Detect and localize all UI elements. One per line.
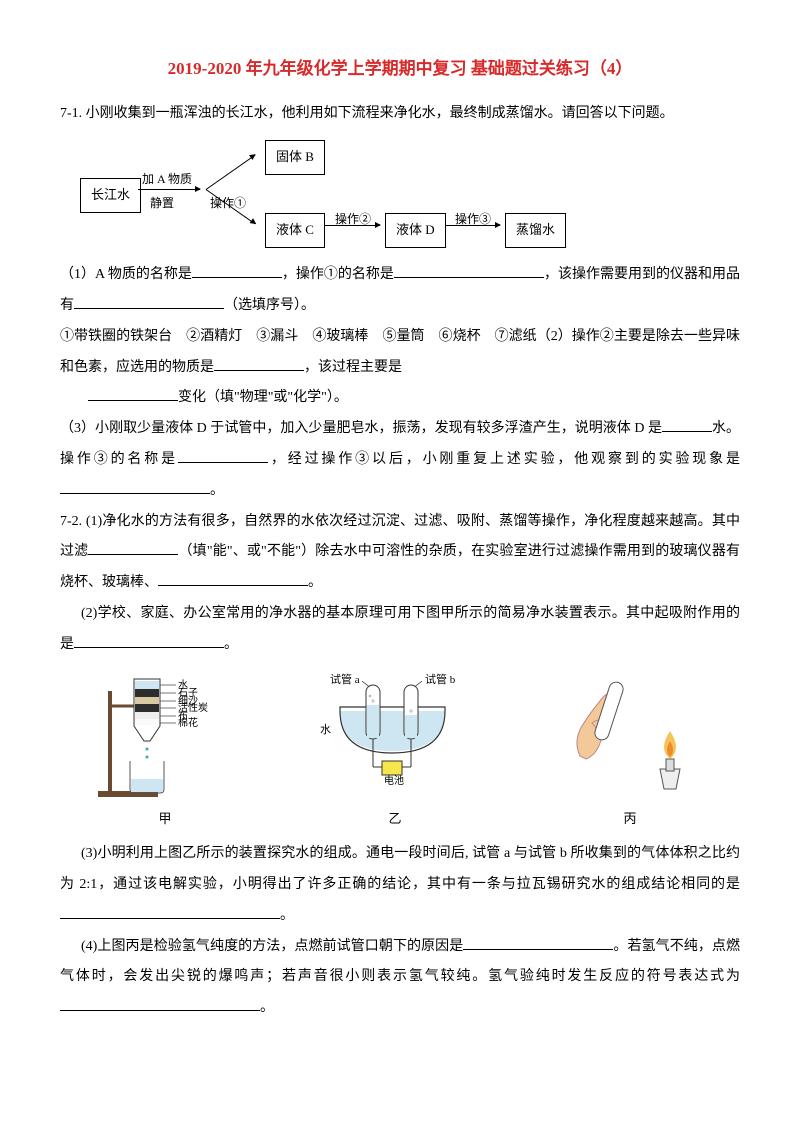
- box-zhengliushui: 蒸馏水: [505, 213, 566, 248]
- box-changjiangshui: 长江水: [80, 178, 141, 213]
- q2-4-c: 。: [260, 1000, 274, 1015]
- label-op3: 操作③: [455, 206, 491, 232]
- blank: [88, 385, 178, 402]
- figure-row: 水 石子 细沙 活性炭 布 棉花 甲 试管 a 试管 b: [60, 671, 740, 834]
- box-yetid: 液体 D: [385, 213, 446, 248]
- label-op2: 操作②: [335, 206, 371, 232]
- figure-yi: 试管 a 试管 b 电池 水 乙: [300, 671, 490, 834]
- diag-up: [206, 155, 256, 190]
- q1-1-d: （选填序号）。: [224, 298, 315, 313]
- q1-3-a: （3）小刚取少量液体 D 于试管中，加入少量肥皂水，振荡，发现有较多浮渣产生，说…: [60, 421, 662, 436]
- lbl-shui2: 水: [320, 723, 331, 736]
- q1-3: （3）小刚取少量液体 D 于试管中，加入少量肥皂水，振荡，发现有较多浮渣产生，说…: [60, 414, 740, 506]
- page-title: 2019-2020 年九年级化学上学期期中复习 基础题过关练习（4）: [60, 50, 740, 87]
- box-yetic: 液体 C: [265, 213, 325, 248]
- q1-3-d: 。: [210, 483, 224, 498]
- box-gutib: 固体 B: [265, 140, 325, 175]
- caption-jia: 甲: [90, 805, 240, 834]
- q1-2-b: ，该过程主要是: [304, 360, 402, 375]
- instr-list: ①带铁圈的铁架台 ②酒精灯 ③漏斗 ④玻璃棒 ⑤量筒 ⑥烧杯 ⑦滤纸（2）操作②…: [60, 322, 740, 384]
- blank: [662, 415, 712, 432]
- blank: [463, 933, 613, 950]
- blank: [60, 477, 210, 494]
- arrow-2: [325, 225, 380, 226]
- q2-3: (3)小明利用上图乙所示的装置探究水的组成。通电一段时间后, 试管 a 与试管 …: [60, 839, 740, 931]
- q1-2-line2: 变化（填"物理"或"化学"）。: [60, 383, 740, 414]
- q2-1: 7-2. (1)净化水的方法有很多，自然界的水依次经过沉淀、过滤、吸附、蒸馏等操…: [60, 507, 740, 599]
- lbl-mianhua: 棉花: [178, 716, 198, 729]
- blank: [60, 994, 260, 1011]
- blank: [74, 292, 224, 309]
- q1-3-c: ，经过操作③以后，小刚重复上述实验，他观察到的实验现象是: [268, 452, 740, 467]
- arrow-1: [138, 189, 200, 190]
- q1-1-a: （1）A 物质的名称是: [60, 267, 192, 282]
- flowchart: 长江水 加 A 物质 静置 操作① 固体 B 液体 C 操作② 液体 D 操作③…: [80, 138, 740, 248]
- figure-bing: 丙: [550, 671, 710, 834]
- q7-1-intro: 7-1. 小刚收集到一瓶浑浊的长江水，他利用如下流程来净化水，最终制成蒸馏水。请…: [60, 99, 740, 130]
- lbl-sga: 试管 a: [330, 672, 360, 686]
- blank: [178, 446, 268, 463]
- blank: [192, 261, 282, 278]
- lbl-dianchi: 电池: [384, 774, 404, 787]
- q2-1-c: 。: [308, 575, 322, 590]
- caption-bing: 丙: [550, 805, 710, 834]
- q1-1-b: ，操作①的名称是: [282, 267, 394, 282]
- label-jingzhi: 静置: [150, 190, 174, 216]
- figure-jia: 水 石子 细沙 活性炭 布 棉花 甲: [90, 671, 240, 834]
- q2-2-b: 。: [224, 637, 238, 652]
- q2-2: (2)学校、家庭、办公室常用的净水器的基本原理可用下图甲所示的简易净水装置表示。…: [60, 599, 740, 661]
- arrow-3: [445, 225, 500, 226]
- blank: [158, 569, 308, 586]
- q2-4: (4)上图丙是检验氢气纯度的方法，点燃前试管口朝下的原因是。若氢气不纯，点燃气体…: [60, 932, 740, 1024]
- q1-1: （1）A 物质的名称是，操作①的名称是，该操作需要用到的仪器和用品有（选填序号）…: [60, 260, 740, 322]
- blank: [394, 261, 544, 278]
- caption-yi: 乙: [300, 805, 490, 834]
- q2-3-a: (3)小明利用上图乙所示的装置探究水的组成。通电一段时间后, 试管 a 与试管 …: [60, 846, 740, 892]
- q1-2-c: 变化（填"物理"或"化学"）。: [178, 390, 348, 405]
- lbl-sgb: 试管 b: [425, 672, 456, 686]
- blank: [74, 631, 224, 648]
- q2-4-a: (4)上图丙是检验氢气纯度的方法，点燃前试管口朝下的原因是: [81, 939, 463, 954]
- q2-3-b: 。: [280, 908, 294, 923]
- blank: [214, 354, 304, 371]
- blank: [88, 539, 178, 556]
- blank: [60, 902, 280, 919]
